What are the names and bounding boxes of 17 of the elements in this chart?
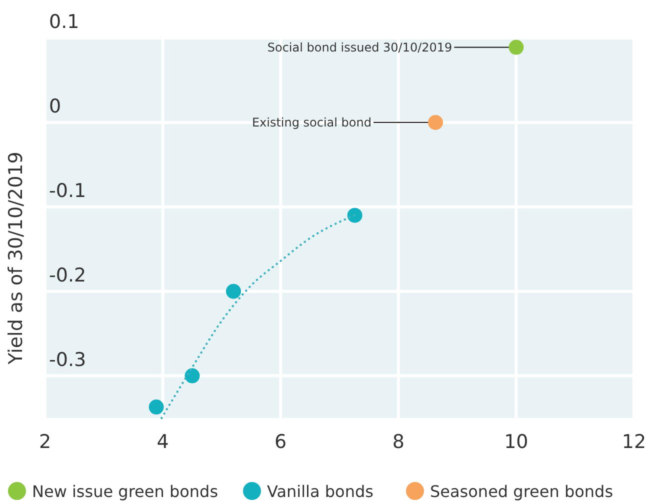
annotation: Social bond issued 30/10/2019	[267, 40, 452, 54]
y-tick-label: 0.1	[49, 11, 80, 33]
x-tick-label: 4	[156, 431, 169, 453]
y-tick-label: -0.3	[49, 348, 86, 371]
x-tick-label: 6	[274, 431, 287, 453]
x-tick-label: 10	[504, 431, 528, 453]
x-tick-label: 2	[38, 431, 52, 453]
y-tick-label: 0	[49, 95, 62, 118]
x-tick-label: 8	[392, 431, 404, 453]
annotation: Existing social bond	[252, 115, 372, 130]
y-tick-label: -0.1	[49, 180, 86, 202]
legend-label: Vanilla bonds	[267, 482, 374, 501]
legend-label: Seasoned green bonds	[430, 482, 614, 501]
y-axis-title: Yield as of 30/10/2019	[5, 152, 27, 366]
y-tick-label: -0.2	[49, 264, 86, 286]
x-tick-label: 12	[622, 431, 646, 453]
legend-label: New issue green bonds	[32, 482, 218, 501]
